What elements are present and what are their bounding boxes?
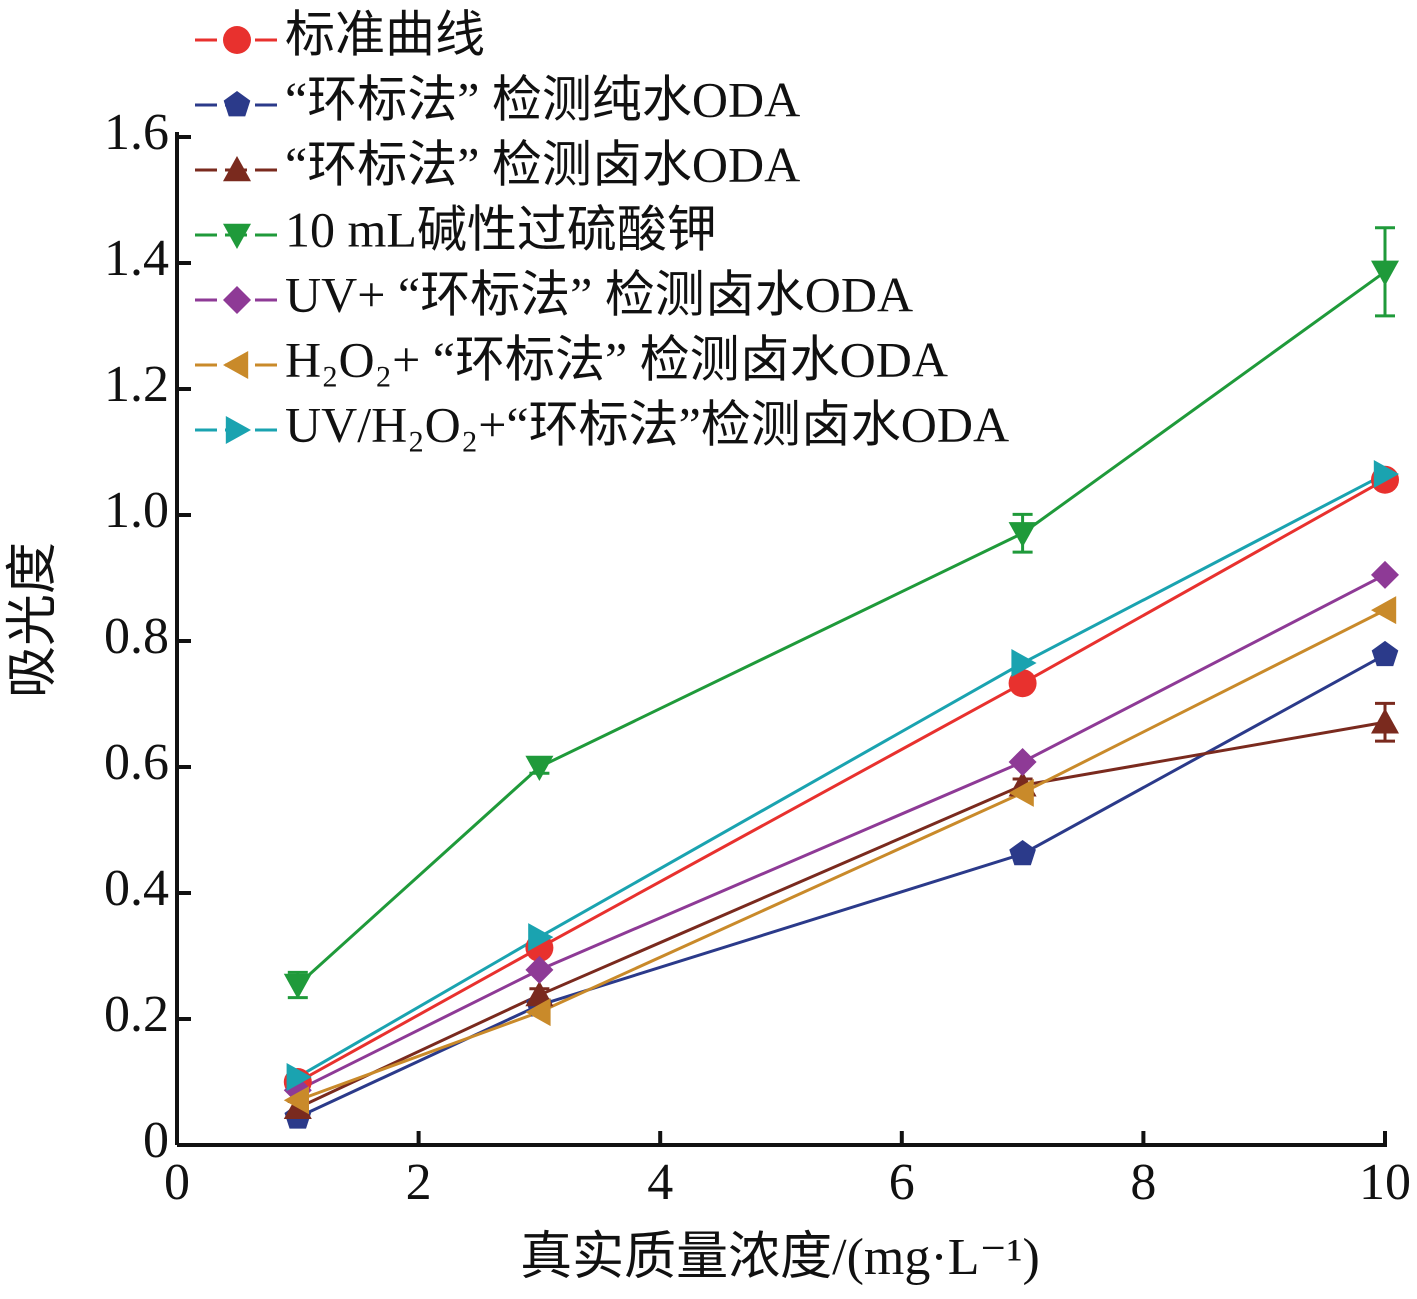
- legend-marker: [223, 156, 251, 182]
- series-line: [297, 653, 1386, 1119]
- y-tick-label: 1.0: [104, 482, 169, 539]
- marker: [286, 1062, 312, 1091]
- marker: [525, 755, 554, 781]
- marker: [1011, 649, 1037, 678]
- marker: [1008, 747, 1037, 776]
- marker: [525, 998, 551, 1027]
- y-tick-label: 0.4: [104, 860, 169, 917]
- legend-label: “环标法” 检测纯水ODA: [285, 71, 800, 127]
- marker: [1371, 260, 1399, 286]
- marker: [1373, 460, 1399, 489]
- y-axis-label: 吸光度: [5, 542, 62, 698]
- legend-marker: [223, 223, 251, 249]
- legend-label: 标准曲线: [285, 6, 485, 62]
- marker: [1008, 778, 1034, 807]
- marker: [283, 973, 312, 999]
- y-tick-label: 1.2: [104, 356, 169, 413]
- legend-label: H₂O₂+ “环标法” 检测卤水ODA: [285, 331, 948, 387]
- y-tick-label: 0.6: [104, 734, 169, 791]
- legend-label: “环标法” 检测卤水ODA: [285, 136, 800, 192]
- legend-marker: [223, 26, 251, 54]
- x-tick-label: 2: [406, 1154, 432, 1211]
- legend-label: 10 mL碱性过硫酸钾: [285, 201, 717, 257]
- marker: [283, 1086, 309, 1115]
- y-tick-label: 0.2: [104, 986, 169, 1043]
- marker: [1371, 596, 1397, 625]
- marker: [1371, 560, 1399, 589]
- series-line: [297, 720, 1386, 1110]
- series-line: [297, 478, 1386, 1084]
- legend-marker: [223, 286, 251, 314]
- legend-label: UV+ “环标法” 检测卤水ODA: [285, 266, 913, 322]
- y-tick-label: 1.6: [104, 104, 169, 161]
- marker: [1008, 669, 1037, 698]
- x-axis-label: 真实质量浓度/(mg·L⁻¹): [520, 1229, 1040, 1286]
- x-tick-label: 0: [164, 1154, 190, 1211]
- marker: [525, 981, 554, 1007]
- x-tick-label: 10: [1359, 1154, 1411, 1211]
- marker: [528, 923, 554, 952]
- series-line: [297, 608, 1386, 1102]
- series-line: [296, 270, 1386, 987]
- marker: [525, 955, 554, 984]
- marker: [1371, 708, 1399, 734]
- y-tick-label: 0.8: [104, 608, 169, 665]
- x-tick-label: 8: [1130, 1154, 1156, 1211]
- marker: [1009, 839, 1036, 866]
- legend-marker: [223, 351, 249, 379]
- legend-label: UV/H₂O₂+“环标法”检测卤水ODA: [285, 396, 1009, 452]
- x-tick-label: 4: [647, 1154, 673, 1211]
- marker: [1008, 522, 1037, 548]
- marker: [1371, 640, 1399, 667]
- y-tick-label: 1.4: [104, 230, 169, 287]
- series-line: [297, 472, 1386, 1079]
- y-tick-label: 0: [143, 1112, 169, 1169]
- series-line: [297, 573, 1386, 1092]
- legend-marker: [225, 416, 251, 444]
- legend-marker: [223, 91, 251, 117]
- x-tick-label: 6: [889, 1154, 915, 1211]
